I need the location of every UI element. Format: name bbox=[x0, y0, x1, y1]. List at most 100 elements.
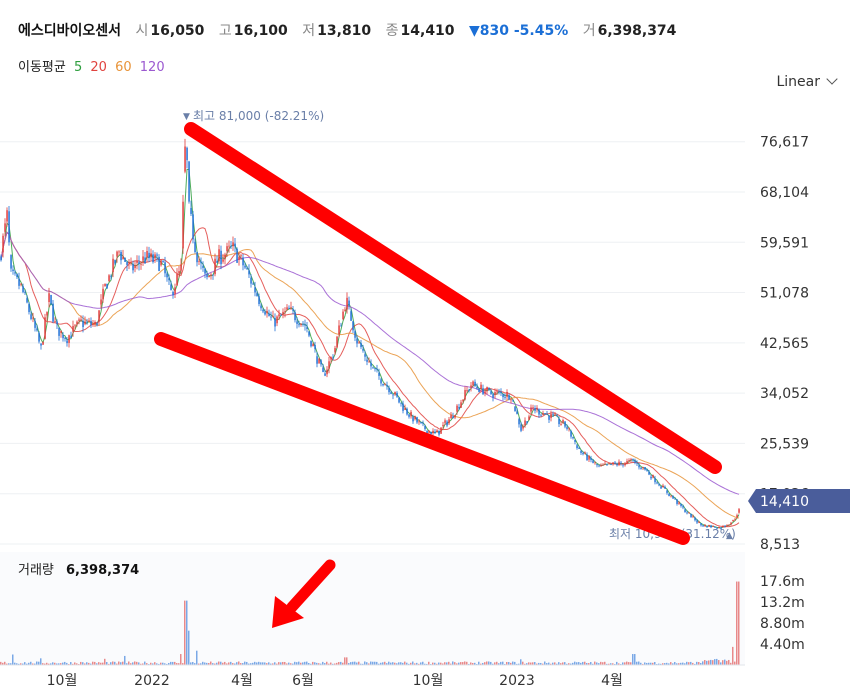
candle-body bbox=[88, 320, 90, 322]
volume-bar bbox=[150, 662, 152, 665]
volume-bar bbox=[664, 663, 666, 665]
candle-body bbox=[52, 303, 54, 322]
volume-bar bbox=[734, 661, 736, 665]
volume-bar bbox=[80, 661, 82, 665]
volume-bar bbox=[122, 661, 124, 665]
candle-body bbox=[360, 343, 362, 348]
candle-body bbox=[680, 503, 682, 506]
volume-bar bbox=[602, 662, 604, 665]
candle-body bbox=[324, 373, 326, 376]
volume-bar bbox=[40, 658, 42, 665]
volume-bar bbox=[288, 662, 290, 665]
volume-bar bbox=[282, 661, 284, 665]
volume-bar bbox=[338, 662, 340, 665]
candle-body bbox=[502, 394, 504, 398]
ma-120[interactable]: 120 bbox=[139, 60, 165, 75]
candle-body bbox=[610, 463, 612, 465]
candle-body bbox=[22, 286, 24, 293]
candle-body bbox=[496, 391, 498, 393]
time-tick-label: 4월 bbox=[231, 673, 253, 689]
volume-bar bbox=[186, 600, 188, 665]
candle-body bbox=[578, 448, 580, 450]
volume-bar bbox=[116, 663, 118, 665]
volume-bar bbox=[260, 662, 262, 665]
last-price-text: 14,410 bbox=[760, 494, 809, 510]
candle-body bbox=[448, 419, 450, 424]
volume-bar bbox=[600, 661, 602, 665]
candle-body bbox=[312, 344, 314, 346]
volume-bar bbox=[24, 662, 26, 665]
ma-5[interactable]: 5 bbox=[73, 60, 83, 75]
volume-bar bbox=[480, 663, 482, 665]
volume-bar bbox=[204, 662, 206, 665]
candle-body bbox=[660, 486, 662, 489]
candle-body bbox=[490, 391, 492, 394]
volume-bar bbox=[546, 663, 548, 665]
volume-bar bbox=[730, 662, 732, 665]
candle-body bbox=[278, 314, 280, 317]
candle-body bbox=[384, 384, 386, 386]
ma-20[interactable]: 20 bbox=[90, 60, 107, 75]
candle-body bbox=[398, 397, 400, 403]
candle-body bbox=[380, 379, 382, 384]
volume-bar bbox=[196, 650, 198, 665]
candle-body bbox=[72, 325, 74, 332]
volume-bar bbox=[376, 661, 378, 665]
volume-bar bbox=[532, 662, 534, 665]
volume-bar bbox=[524, 663, 526, 665]
candle-body bbox=[238, 256, 240, 260]
volume-bar bbox=[674, 661, 676, 665]
volume-bar bbox=[606, 663, 608, 665]
volume-bar bbox=[356, 662, 358, 665]
volume-bar bbox=[34, 663, 36, 665]
volume-bar bbox=[184, 600, 186, 665]
candle-body bbox=[212, 274, 214, 276]
volume-bar bbox=[256, 662, 258, 665]
close-value: 14,410 bbox=[400, 23, 455, 39]
candle-body bbox=[342, 311, 344, 320]
candle-body bbox=[454, 415, 456, 418]
candle-body bbox=[254, 287, 256, 293]
candle-body bbox=[468, 390, 470, 391]
scale-selector[interactable]: Linear bbox=[776, 73, 838, 90]
candle-body bbox=[682, 506, 684, 508]
volume-bar bbox=[500, 661, 502, 665]
moving-average-legend[interactable]: 이동평균 5 20 60 120 bbox=[18, 56, 169, 75]
candle-body bbox=[368, 361, 370, 363]
ma-60[interactable]: 60 bbox=[115, 60, 132, 75]
candle-body bbox=[642, 466, 644, 468]
candle-body bbox=[470, 385, 472, 388]
candle-body bbox=[626, 461, 628, 464]
volume-bar bbox=[496, 661, 498, 665]
volume-bar bbox=[666, 662, 668, 665]
candle-body bbox=[416, 417, 418, 423]
volume-bar bbox=[608, 663, 610, 665]
volume-bar bbox=[262, 662, 264, 665]
volume-bar bbox=[328, 663, 330, 665]
volume-bar bbox=[536, 663, 538, 665]
candle-body bbox=[520, 424, 522, 431]
volume-bar bbox=[488, 661, 490, 665]
candle-body bbox=[616, 463, 618, 466]
candle-body bbox=[466, 390, 468, 391]
volume-bar bbox=[192, 661, 194, 665]
time-tick-label: 2022 bbox=[134, 673, 170, 689]
candle-body bbox=[302, 323, 304, 325]
volume-bar bbox=[134, 661, 136, 665]
candle-body bbox=[548, 415, 550, 420]
candle-body bbox=[508, 395, 510, 400]
volume-bar bbox=[554, 662, 556, 665]
volume-bar bbox=[352, 661, 354, 665]
volume-bar bbox=[364, 661, 366, 665]
volume-bar bbox=[406, 662, 408, 665]
candle-body bbox=[328, 361, 330, 369]
volume-bar bbox=[636, 661, 638, 665]
volume-bar bbox=[12, 654, 14, 665]
candle-body bbox=[654, 478, 656, 483]
arrow-shaft bbox=[286, 559, 336, 613]
candle-body bbox=[18, 278, 20, 286]
candle-body bbox=[522, 426, 524, 429]
candle-body bbox=[710, 525, 712, 528]
candle-body bbox=[442, 424, 444, 426]
